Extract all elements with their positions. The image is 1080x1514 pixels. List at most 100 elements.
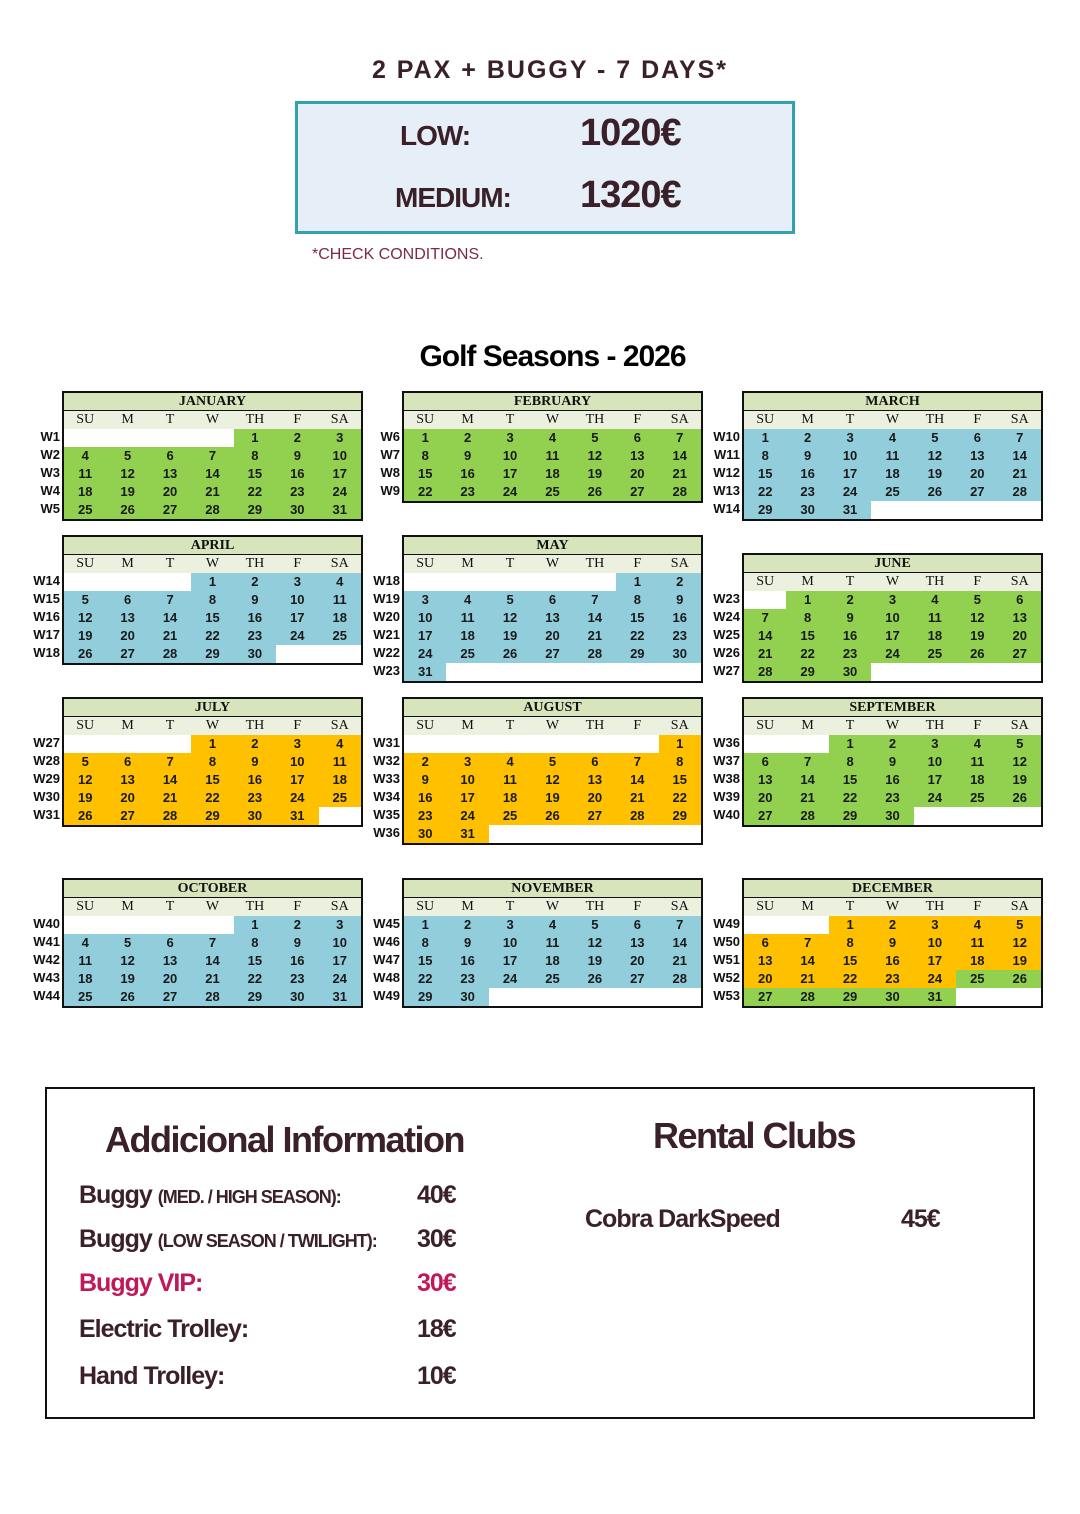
day-cell: 1 xyxy=(786,591,829,609)
week-row: 22 23 24 25 26 27 28 xyxy=(404,970,701,988)
empty-cell xyxy=(276,645,318,663)
day-cell: 15 xyxy=(658,771,701,789)
empty-cell xyxy=(744,735,786,753)
weekday-label: F xyxy=(293,556,302,571)
day-cell: 2 xyxy=(276,916,319,934)
day-cell: 2 xyxy=(446,916,489,934)
week-number: W8 xyxy=(380,465,401,480)
day-cell: 4 xyxy=(913,591,957,609)
week-row: 15 16 17 18 19 20 21 xyxy=(404,952,701,970)
weekday-label: F xyxy=(973,412,982,427)
day-cell: 2 xyxy=(233,735,277,753)
week-row: 31 xyxy=(404,663,701,681)
empty-cell xyxy=(489,988,531,1006)
weekday-header: SU M T W TH F SA xyxy=(64,898,361,916)
week-number: W14 xyxy=(713,501,740,516)
day-cell: 27 xyxy=(106,807,149,825)
week-number: W46 xyxy=(373,934,400,949)
week-row: 4 5 6 7 8 9 10 xyxy=(64,447,361,465)
day-cell: 19 xyxy=(913,465,957,483)
week-number: W4 xyxy=(40,483,61,498)
day-cell: 14 xyxy=(573,609,617,627)
empty-cell xyxy=(531,735,573,753)
day-cell: 14 xyxy=(191,465,234,483)
day-cell: 5 xyxy=(956,591,999,609)
day-cell: 12 xyxy=(531,771,574,789)
week-number: W38 xyxy=(713,771,740,786)
month-name: SEPTEMBER xyxy=(744,699,1041,717)
weekday-label: M xyxy=(121,412,134,427)
item-name: Buggy xyxy=(79,1181,153,1209)
day-cell: 3 xyxy=(871,591,914,609)
day-cell: 8 xyxy=(191,753,234,771)
day-cell: 2 xyxy=(404,753,447,771)
day-cell: 21 xyxy=(148,789,192,807)
empty-cell xyxy=(489,573,531,591)
weekday-label: M xyxy=(801,718,814,733)
day-cell: 18 xyxy=(531,465,574,483)
week-number: W14 xyxy=(33,573,60,588)
day-cell: 10 xyxy=(276,753,319,771)
day-cell: 27 xyxy=(744,988,787,1006)
day-cell: 9 xyxy=(276,934,319,952)
day-cell: 23 xyxy=(871,789,914,807)
item-detail: (MED. / HIGH SEASON): xyxy=(157,1187,342,1207)
week-row: 5 6 7 8 9 10 11 xyxy=(64,591,361,609)
day-cell: 8 xyxy=(786,609,829,627)
day-cell: 15 xyxy=(786,627,829,645)
day-cell: 17 xyxy=(913,952,957,970)
day-cell: 23 xyxy=(828,645,872,663)
day-cell: 9 xyxy=(233,753,277,771)
day-cell: 1 xyxy=(191,573,234,591)
weekday-label: F xyxy=(973,718,982,733)
day-cell: 3 xyxy=(488,916,532,934)
month-name: JULY xyxy=(64,699,361,717)
empty-cell xyxy=(956,807,998,825)
day-cell: 5 xyxy=(573,916,617,934)
day-cell: 11 xyxy=(318,753,361,771)
day-cell: 26 xyxy=(573,970,617,988)
weekday-label: F xyxy=(293,412,302,427)
week-labels: W10 W11 W12 W13 W14 xyxy=(710,428,740,518)
day-cell: 25 xyxy=(318,789,361,807)
day-cell: 29 xyxy=(658,807,701,825)
day-cell: 19 xyxy=(106,483,149,501)
week-number: W19 xyxy=(373,591,400,606)
week-number: W22 xyxy=(373,645,400,660)
package-price-box: LOW: 1020€ MEDIUM: 1320€ xyxy=(295,101,795,234)
day-cell: 30 xyxy=(446,988,489,1006)
day-cell: 5 xyxy=(488,591,532,609)
day-cell: 20 xyxy=(531,627,574,645)
day-cell: 10 xyxy=(318,934,361,952)
week-number: W5 xyxy=(40,501,61,516)
weekday-label: TH xyxy=(925,899,945,914)
day-cell: 23 xyxy=(233,627,277,645)
day-cell: 19 xyxy=(64,789,107,807)
day-cell: 25 xyxy=(956,789,999,807)
weekday-header: SU M T W TH F SA xyxy=(404,898,701,916)
empty-cell xyxy=(574,735,616,753)
info-title: Addicional Information xyxy=(105,1119,466,1160)
day-cell: 19 xyxy=(64,627,107,645)
empty-cell xyxy=(914,501,956,519)
week-number: W32 xyxy=(373,753,400,768)
day-cell: 31 xyxy=(446,825,489,843)
day-cell: 16 xyxy=(446,952,489,970)
day-cell: 6 xyxy=(106,753,149,771)
day-cell: 13 xyxy=(148,465,192,483)
day-cell: 30 xyxy=(786,501,829,519)
day-cell: 24 xyxy=(318,483,361,501)
info-item-label: Hand Trolley: xyxy=(79,1362,225,1391)
day-cell: 13 xyxy=(616,447,659,465)
day-cell: 21 xyxy=(744,645,787,663)
day-cell: 1 xyxy=(191,735,234,753)
day-cell: 27 xyxy=(573,807,617,825)
week-labels: W6 W7 W8 W9 xyxy=(370,428,401,500)
day-cell: 22 xyxy=(786,645,829,663)
day-cell: 16 xyxy=(446,465,489,483)
week-labels: W36 W37 W38 W39 W40 xyxy=(710,734,740,824)
week-labels: W27 W28 W29 W30 W31 xyxy=(30,734,60,824)
